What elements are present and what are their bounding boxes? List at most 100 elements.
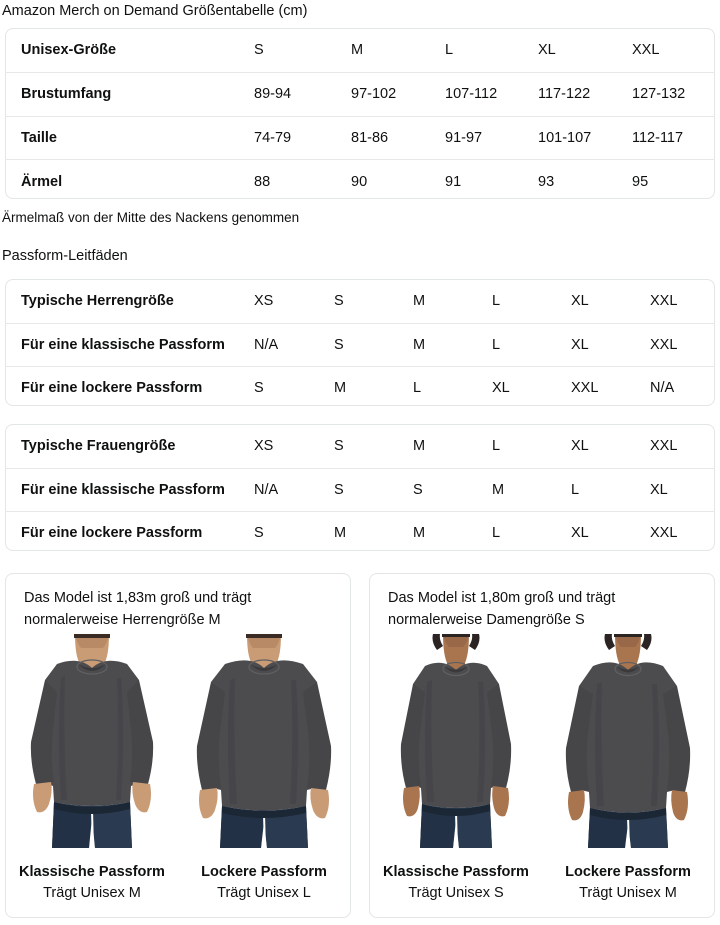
fit-wears: Trägt Unisex M bbox=[579, 885, 677, 901]
row-label: Ärmel bbox=[21, 173, 63, 190]
table-header-row: Typische Herrengröße XS S M L XL XXL bbox=[6, 280, 714, 323]
cell-value: 97-102 bbox=[351, 86, 397, 103]
fit-column-relaxed: Lockere Passform Trägt Unisex L bbox=[178, 862, 350, 904]
cell-value: S bbox=[334, 336, 344, 353]
cell-value: L bbox=[492, 336, 501, 353]
table-header-row: Typische Frauengröße XS S M L XL XXL bbox=[6, 425, 714, 468]
page-title: Amazon Merch on Demand Größentabelle (cm… bbox=[2, 3, 308, 19]
men-fit-column-4: XL bbox=[571, 293, 589, 310]
cell-value: XL bbox=[571, 525, 589, 542]
men-fit-header-label: Typische Herrengröße bbox=[21, 293, 174, 310]
table-row: Für eine klassische Passform N/A S M L X… bbox=[6, 322, 714, 367]
women-fit-table: Typische Frauengröße XS S M L XL XXL Für… bbox=[5, 424, 715, 551]
cell-value: N/A bbox=[254, 481, 279, 498]
cell-value: M bbox=[413, 525, 426, 542]
women-fit-column-1: S bbox=[334, 438, 344, 455]
cell-value: 91 bbox=[445, 173, 462, 190]
fit-guides-heading: Passform-Leitfäden bbox=[2, 248, 128, 264]
fit-column-relaxed: Lockere Passform Trägt Unisex M bbox=[542, 862, 714, 904]
model-fit-labels: Klassische Passform Trägt Unisex S Locke… bbox=[370, 862, 714, 904]
model-slot-relaxed bbox=[178, 634, 350, 856]
cell-value: L bbox=[571, 481, 580, 498]
size-table: Unisex-Größe S M L XL XXL Brustumfang 89… bbox=[5, 28, 715, 199]
sleeve-measurement-note: Ärmelmaß von der Mitte des Nackens genom… bbox=[2, 210, 300, 225]
cell-value: 91-97 bbox=[445, 129, 483, 146]
table-row: Für eine klassische Passform N/A S S M L… bbox=[6, 467, 714, 512]
fit-name: Lockere Passform bbox=[565, 864, 691, 880]
cell-value: 127-132 bbox=[632, 86, 686, 103]
cell-value: 101-107 bbox=[538, 129, 592, 146]
model-caption: Das Model ist 1,80m groß und trägt norma… bbox=[388, 590, 616, 628]
model-photo-women-relaxed-fit bbox=[553, 634, 703, 856]
fit-wears: Trägt Unisex M bbox=[43, 885, 141, 901]
cell-value: N/A bbox=[254, 336, 279, 353]
fit-column-classic: Klassische Passform Trägt Unisex M bbox=[6, 862, 178, 904]
cell-value: L bbox=[413, 380, 422, 397]
table-row: Taille 74-79 81-86 91-97 101-107 112-117 bbox=[6, 115, 714, 160]
men-fit-table: Typische Herrengröße XS S M L XL XXL Für… bbox=[5, 279, 715, 406]
women-fit-column-0: XS bbox=[254, 438, 274, 455]
cell-value: 74-79 bbox=[254, 129, 292, 146]
model-fit-labels: Klassische Passform Trägt Unisex M Locke… bbox=[6, 862, 350, 904]
row-label: Für eine klassische Passform bbox=[21, 481, 225, 498]
row-label: Brustumfang bbox=[21, 86, 112, 103]
model-card-women: Das Model ist 1,80m groß und trägt norma… bbox=[369, 573, 715, 918]
cell-value: S bbox=[254, 525, 264, 542]
model-photo-pair bbox=[370, 634, 714, 856]
men-fit-column-2: M bbox=[413, 293, 426, 310]
row-label: Taille bbox=[21, 129, 57, 146]
model-photo-women-classic-fit bbox=[381, 634, 531, 856]
size-table-header-label: Unisex-Größe bbox=[21, 42, 117, 59]
size-table-column-1: M bbox=[351, 42, 364, 59]
women-fit-header-label: Typische Frauengröße bbox=[21, 438, 176, 455]
size-table-column-2: L bbox=[445, 42, 454, 59]
cell-value: S bbox=[413, 481, 423, 498]
table-row: Brustumfang 89-94 97-102 107-112 117-122… bbox=[6, 71, 714, 116]
fit-name: Klassische Passform bbox=[383, 864, 529, 880]
model-slot-classic bbox=[370, 634, 542, 856]
size-table-column-0: S bbox=[254, 42, 264, 59]
men-fit-column-5: XXL bbox=[650, 293, 678, 310]
cell-value: S bbox=[334, 481, 344, 498]
row-label: Für eine lockere Passform bbox=[21, 525, 203, 542]
men-fit-column-1: S bbox=[334, 293, 344, 310]
size-table-column-3: XL bbox=[538, 42, 556, 59]
cell-value: XXL bbox=[650, 525, 678, 542]
size-table-column-4: XXL bbox=[632, 42, 660, 59]
cell-value: M bbox=[334, 380, 347, 397]
model-slot-classic bbox=[6, 634, 178, 856]
fit-wears: Trägt Unisex S bbox=[408, 885, 504, 901]
cell-value: L bbox=[492, 525, 501, 542]
row-label: Für eine klassische Passform bbox=[21, 336, 225, 353]
cell-value: M bbox=[413, 336, 426, 353]
fit-name: Klassische Passform bbox=[19, 864, 165, 880]
model-photo-pair bbox=[6, 634, 350, 856]
cell-value: 117-122 bbox=[538, 86, 591, 103]
cell-value: M bbox=[334, 525, 347, 542]
cell-value: 107-112 bbox=[445, 86, 498, 103]
fit-wears: Trägt Unisex L bbox=[217, 885, 311, 901]
row-label: Für eine lockere Passform bbox=[21, 380, 203, 397]
fit-column-classic: Klassische Passform Trägt Unisex S bbox=[370, 862, 542, 904]
cell-value: XXL bbox=[650, 336, 678, 353]
cell-value: S bbox=[254, 380, 264, 397]
women-fit-column-2: M bbox=[413, 438, 426, 455]
cell-value: 93 bbox=[538, 173, 555, 190]
model-photo-men-classic-fit bbox=[17, 634, 167, 856]
cell-value: 95 bbox=[632, 173, 649, 190]
model-photo-men-relaxed-fit bbox=[189, 634, 339, 856]
men-fit-column-0: XS bbox=[254, 293, 274, 310]
cell-value: N/A bbox=[650, 380, 675, 397]
women-fit-column-4: XL bbox=[571, 438, 589, 455]
women-fit-column-5: XXL bbox=[650, 438, 678, 455]
table-row: Ärmel 88 90 91 93 95 bbox=[6, 159, 714, 198]
cell-value: XL bbox=[650, 481, 668, 498]
model-caption: Das Model ist 1,83m groß und trägt norma… bbox=[24, 590, 252, 628]
cell-value: 90 bbox=[351, 173, 368, 190]
table-row: Für eine lockere Passform S M M L XL XXL bbox=[6, 511, 714, 550]
women-fit-column-3: L bbox=[492, 438, 501, 455]
table-header-row: Unisex-Größe S M L XL XXL bbox=[6, 29, 714, 72]
fit-name: Lockere Passform bbox=[201, 864, 327, 880]
cell-value: 81-86 bbox=[351, 129, 389, 146]
cell-value: XXL bbox=[571, 380, 599, 397]
